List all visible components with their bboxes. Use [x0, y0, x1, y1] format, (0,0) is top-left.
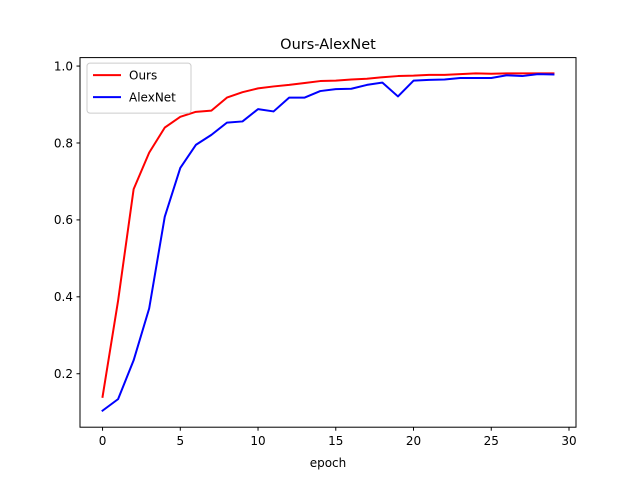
x-tick-label: 20 — [406, 434, 421, 448]
y-tick-label: 0.8 — [54, 136, 73, 150]
series-line-alexnet — [101, 73, 555, 413]
x-tick-label: 25 — [484, 434, 499, 448]
x-axis-label: epoch — [310, 456, 347, 470]
series-line-ours — [101, 72, 555, 398]
y-tick-label: 1.0 — [54, 59, 73, 73]
x-tick-label: 30 — [561, 434, 576, 448]
plot-frame — [79, 57, 577, 428]
x-tick-label: 5 — [176, 434, 184, 448]
y-tick-label: 0.6 — [54, 213, 73, 227]
chart-title: Ours-AlexNet — [280, 37, 376, 53]
x-tick-label: 10 — [250, 434, 265, 448]
legend: Ours AlexNet — [86, 62, 192, 114]
y-tick-label: 0.2 — [54, 367, 73, 381]
x-tick-label: 15 — [328, 434, 343, 448]
y-tick-label: 0.4 — [54, 290, 73, 304]
legend-label-alexnet: AlexNet — [129, 90, 176, 104]
x-tick-label: 0 — [99, 434, 107, 448]
legend-label-ours: Ours — [129, 68, 157, 82]
